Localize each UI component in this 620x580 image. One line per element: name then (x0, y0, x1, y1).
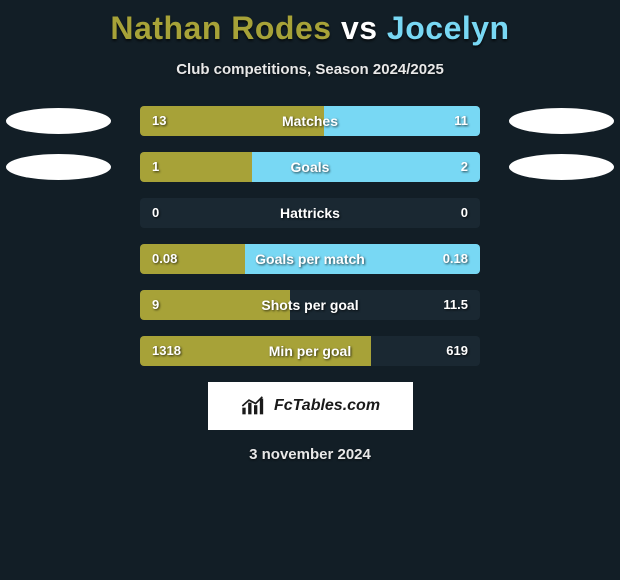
chart-icon (240, 396, 268, 416)
player1-badge-oval (6, 108, 111, 134)
player1-value: 1318 (140, 336, 193, 366)
stats-chart: 1311Matches12Goals00Hattricks0.080.18Goa… (0, 106, 620, 366)
stat-bar-track: 0.080.18Goals per match (140, 244, 480, 274)
stat-row: 12Goals (0, 152, 620, 182)
stat-row: 911.5Shots per goal (0, 290, 620, 320)
player1-value: 13 (140, 106, 178, 136)
player2-badge-oval (509, 108, 614, 134)
player1-name: Nathan Rodes (110, 10, 331, 46)
player2-bar (252, 152, 480, 182)
player2-value: 11.5 (431, 290, 480, 320)
date-label: 3 november 2024 (0, 446, 620, 463)
player2-badge-oval (509, 154, 614, 180)
stat-bar-track: 0 0Hattricks (140, 198, 480, 228)
stat-label: Hattricks (140, 198, 480, 228)
player2-name: Jocelyn (387, 10, 510, 46)
branding-badge: FcTables.com (208, 382, 413, 430)
vs-label: vs (341, 10, 378, 46)
player2-value: 0 (449, 198, 480, 228)
player1-value: 9 (140, 290, 171, 320)
stat-bar-track: 12Goals (140, 152, 480, 182)
subtitle: Club competitions, Season 2024/2025 (0, 61, 620, 78)
player1-badge-oval (6, 154, 111, 180)
player1-value: 0.08 (140, 244, 189, 274)
player2-value: 619 (434, 336, 480, 366)
stat-bar-track: 1311Matches (140, 106, 480, 136)
player2-value: 11 (442, 106, 480, 136)
player1-value: 0 (140, 198, 171, 228)
branding-text: FcTables.com (274, 397, 380, 415)
stat-row: 0.080.18Goals per match (0, 244, 620, 274)
comparison-title: Nathan Rodes vs Jocelyn (0, 0, 620, 47)
stat-bar-track: 911.5Shots per goal (140, 290, 480, 320)
player1-value: 1 (140, 152, 171, 182)
player2-value: 0.18 (431, 244, 480, 274)
stat-row: 0 0Hattricks (0, 198, 620, 228)
stat-bar-track: 1318619Min per goal (140, 336, 480, 366)
player2-value: 2 (449, 152, 480, 182)
stat-row: 1318619Min per goal (0, 336, 620, 366)
stat-row: 1311Matches (0, 106, 620, 136)
